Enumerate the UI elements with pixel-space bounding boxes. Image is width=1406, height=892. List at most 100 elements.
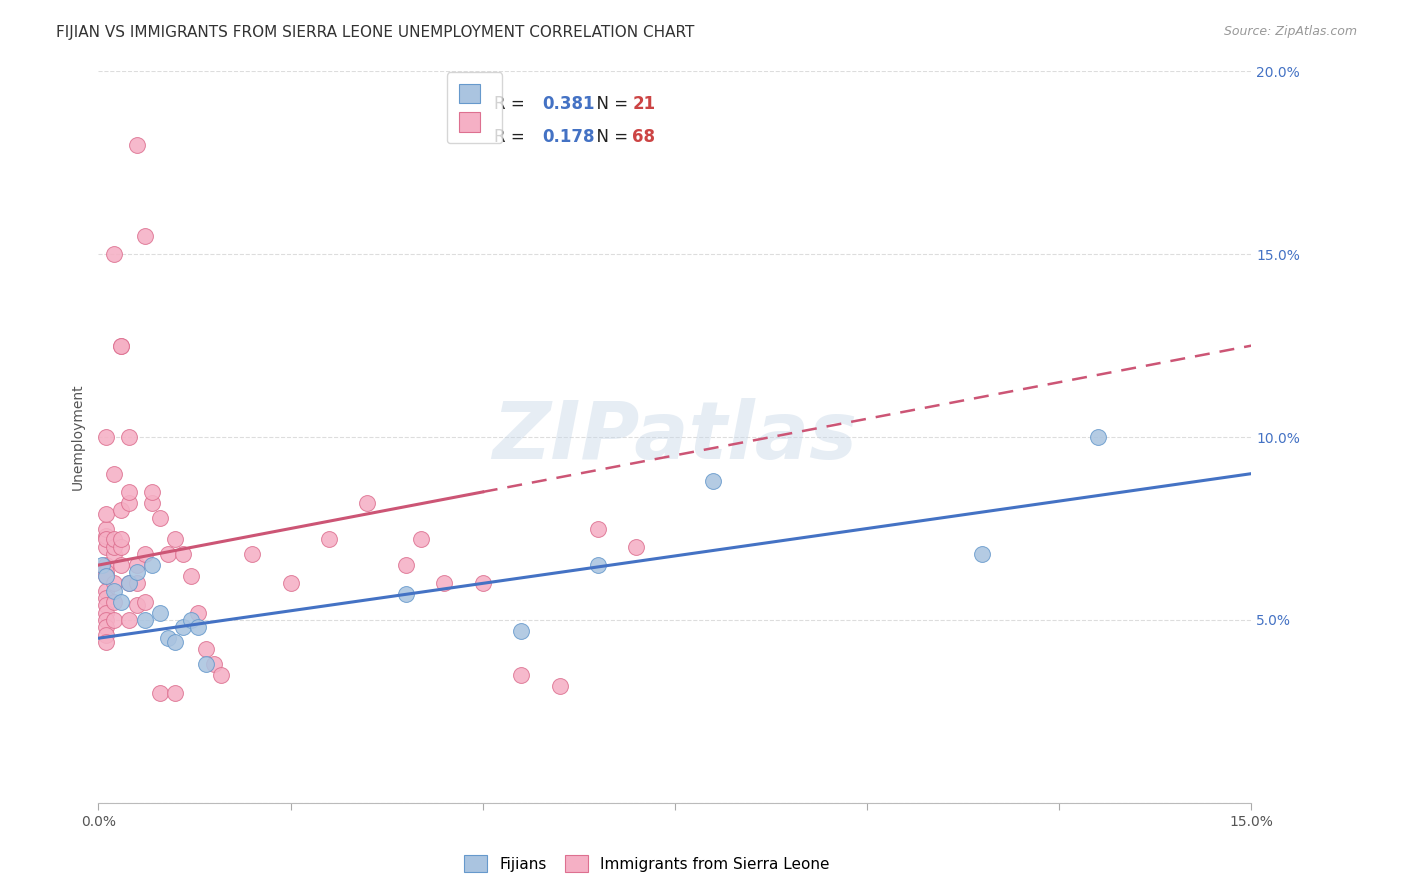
Text: R =: R = xyxy=(494,128,530,146)
Point xyxy=(187,620,209,634)
Point xyxy=(156,547,179,561)
Text: 0.381: 0.381 xyxy=(543,95,595,113)
Point xyxy=(94,507,117,521)
Point xyxy=(134,613,156,627)
Point xyxy=(172,547,194,561)
Point xyxy=(110,594,132,608)
Point xyxy=(125,558,148,573)
Text: Source: ZipAtlas.com: Source: ZipAtlas.com xyxy=(1223,25,1357,38)
Point xyxy=(94,635,117,649)
Point xyxy=(94,529,117,543)
Point xyxy=(471,576,494,591)
Point xyxy=(94,540,117,554)
Y-axis label: Unemployment: Unemployment xyxy=(72,384,86,491)
Point xyxy=(141,496,163,510)
Point xyxy=(94,583,117,598)
Point xyxy=(118,576,141,591)
Point xyxy=(118,613,141,627)
Point xyxy=(149,510,172,524)
Point xyxy=(103,540,125,554)
Point xyxy=(110,540,132,554)
Point xyxy=(156,632,179,646)
Point xyxy=(141,558,163,573)
Point xyxy=(94,521,117,535)
Point xyxy=(110,533,132,547)
Point xyxy=(165,686,187,700)
Point xyxy=(110,503,132,517)
Point xyxy=(125,599,148,613)
Text: 0.178: 0.178 xyxy=(543,128,595,146)
Point xyxy=(103,576,125,591)
Point xyxy=(180,613,202,627)
Legend: , : , xyxy=(447,72,502,144)
Point xyxy=(94,430,117,444)
Point xyxy=(356,496,378,510)
Point xyxy=(103,583,125,598)
Point xyxy=(195,642,218,657)
Point xyxy=(110,338,132,352)
Point xyxy=(510,624,533,638)
Point xyxy=(510,667,533,681)
Point xyxy=(202,657,225,671)
Legend: Fijians, Immigrants from Sierra Leone: Fijians, Immigrants from Sierra Leone xyxy=(457,847,837,880)
Point xyxy=(134,228,156,243)
Point xyxy=(103,547,125,561)
Point xyxy=(395,558,418,573)
Point xyxy=(548,679,571,693)
Point xyxy=(94,558,117,573)
Point xyxy=(94,627,117,641)
Text: N =: N = xyxy=(586,128,634,146)
Point xyxy=(165,533,187,547)
Point xyxy=(118,430,141,444)
Point xyxy=(195,657,218,671)
Point xyxy=(125,137,148,152)
Point xyxy=(103,594,125,608)
Text: FIJIAN VS IMMIGRANTS FROM SIERRA LEONE UNEMPLOYMENT CORRELATION CHART: FIJIAN VS IMMIGRANTS FROM SIERRA LEONE U… xyxy=(56,25,695,40)
Text: ZIPatlas: ZIPatlas xyxy=(492,398,858,476)
Point xyxy=(94,569,117,583)
Point xyxy=(94,533,117,547)
Point xyxy=(103,467,125,481)
Point xyxy=(94,566,117,580)
Point xyxy=(94,606,117,620)
Point xyxy=(165,635,187,649)
Point xyxy=(149,606,172,620)
Point xyxy=(94,599,117,613)
Point xyxy=(134,547,156,561)
Point xyxy=(125,566,148,580)
Point xyxy=(586,521,609,535)
Point xyxy=(180,569,202,583)
Point xyxy=(240,547,263,561)
Point xyxy=(187,606,209,620)
Point xyxy=(149,686,172,700)
Point xyxy=(110,338,132,352)
Point xyxy=(433,576,456,591)
Point xyxy=(280,576,302,591)
Point xyxy=(103,533,125,547)
Point xyxy=(94,620,117,634)
Point xyxy=(110,558,132,573)
Point xyxy=(103,247,125,261)
Point xyxy=(1087,430,1109,444)
Point xyxy=(125,576,148,591)
Text: 21: 21 xyxy=(633,95,655,113)
Text: 68: 68 xyxy=(633,128,655,146)
Point xyxy=(318,533,340,547)
Point xyxy=(141,485,163,500)
Point xyxy=(94,613,117,627)
Point xyxy=(972,547,994,561)
Point xyxy=(134,594,156,608)
Point xyxy=(172,620,194,634)
Point xyxy=(94,591,117,605)
Point xyxy=(91,558,114,573)
Point xyxy=(118,485,141,500)
Text: R =: R = xyxy=(494,95,530,113)
Point xyxy=(103,613,125,627)
Point xyxy=(395,587,418,601)
Point xyxy=(586,558,609,573)
Point xyxy=(118,576,141,591)
Point xyxy=(209,667,232,681)
Text: N =: N = xyxy=(586,95,634,113)
Point xyxy=(702,474,724,488)
Point xyxy=(94,569,117,583)
